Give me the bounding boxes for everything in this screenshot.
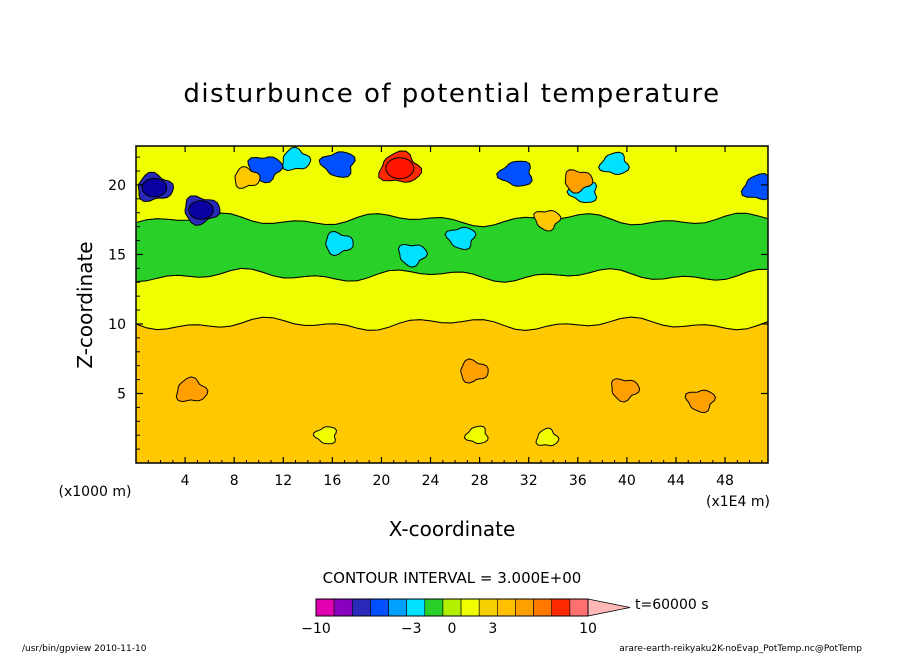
colorbar-swatch bbox=[478, 598, 498, 617]
contour-interval-label: CONTOUR INTERVAL = 3.000E+00 bbox=[323, 569, 582, 587]
x-unit-label: (x1E4 m) bbox=[706, 494, 770, 510]
x-tick-label: 12 bbox=[274, 473, 292, 489]
y-tick-label: 15 bbox=[108, 247, 126, 263]
x-tick-label: 28 bbox=[471, 473, 489, 489]
colorbar-swatch bbox=[370, 598, 389, 617]
anomaly-contour bbox=[610, 378, 641, 403]
colorbar-swatch bbox=[424, 598, 444, 617]
anomaly-contour bbox=[564, 169, 594, 194]
anomaly-contour bbox=[533, 209, 562, 232]
x-tick-label: 16 bbox=[323, 473, 341, 489]
colorbar-swatch bbox=[442, 598, 462, 617]
time-label: t=60000 s bbox=[635, 597, 709, 613]
anomaly-contour bbox=[318, 151, 356, 178]
y-tick-label: 10 bbox=[108, 317, 126, 333]
x-axis: 4 8 12 16 20 24 28 32 36 40 44 48 bbox=[147, 146, 763, 489]
colorbar-swatch bbox=[388, 598, 407, 617]
y-tick-label: 20 bbox=[108, 178, 126, 194]
colorbar-swatch bbox=[569, 598, 589, 617]
anomaly-contour bbox=[460, 358, 489, 384]
colorbar-tick-label: −3 bbox=[401, 621, 422, 637]
x-axis-label: X-coordinate bbox=[389, 517, 516, 541]
colorbar-tick-label: 0 bbox=[448, 621, 457, 637]
plot-area bbox=[136, 146, 768, 463]
colorbar-swatch bbox=[406, 598, 426, 617]
background-layers bbox=[136, 146, 768, 463]
y-axis-label: Z-coordinate bbox=[73, 241, 97, 368]
anomaly-contour bbox=[175, 376, 209, 403]
anomaly-contour bbox=[444, 226, 477, 251]
layer-band bbox=[136, 316, 768, 463]
colorbar-swatch bbox=[460, 598, 480, 617]
x-tick-label: 40 bbox=[618, 473, 636, 489]
anomaly-contour bbox=[397, 243, 428, 268]
x-tick-label: 4 bbox=[181, 473, 190, 489]
colorbar-tick-label: −10 bbox=[301, 621, 331, 637]
x-tick-label: 32 bbox=[520, 473, 538, 489]
anomaly-contour bbox=[684, 389, 717, 414]
colorbar bbox=[315, 598, 631, 617]
y-axis: 5 10 15 20 bbox=[108, 156, 768, 450]
colorbar-swatch bbox=[351, 598, 371, 617]
anomaly-contour bbox=[325, 230, 354, 257]
anomaly-contour bbox=[496, 160, 533, 187]
colorbar-tick-label: 10 bbox=[579, 621, 597, 637]
colorbar-swatch bbox=[515, 598, 534, 617]
anomaly-contour bbox=[535, 427, 560, 447]
anomaly-contour bbox=[282, 146, 312, 172]
x-tick-label: 48 bbox=[716, 473, 734, 489]
colorbar-ticks: −10 −3 0 3 10 bbox=[301, 621, 597, 637]
x-tick-label: 20 bbox=[373, 473, 391, 489]
anomaly-contour bbox=[234, 166, 261, 189]
x-tick-label: 24 bbox=[422, 473, 440, 489]
y-tick-label: 5 bbox=[117, 386, 126, 402]
colorbar-swatch bbox=[315, 598, 335, 617]
footer-right: arare-earth-reikyaku2K-noEvap_PotTemp.nc… bbox=[619, 644, 862, 654]
colorbar-frame bbox=[315, 598, 589, 617]
footer-left: /usr/bin/gpview 2010-11-10 bbox=[22, 644, 147, 654]
anomaly-contour bbox=[598, 151, 630, 176]
colorbar-tick-label: 3 bbox=[488, 621, 497, 637]
anomaly-inner-contour bbox=[188, 200, 214, 220]
colorbar-swatch bbox=[333, 598, 353, 617]
colorbar-swatch bbox=[551, 598, 571, 617]
anomaly-inner-contour bbox=[141, 177, 168, 198]
colorbar-extend-arrow bbox=[587, 598, 631, 617]
anomaly-inner-contour bbox=[385, 157, 415, 180]
x-tick-label: 36 bbox=[569, 473, 587, 489]
colorbar-swatch bbox=[497, 598, 516, 617]
anomaly-regions bbox=[137, 146, 768, 447]
colorbar-swatch bbox=[533, 598, 553, 617]
x-tick-label: 8 bbox=[230, 473, 239, 489]
chart-title: disturbunce of potential temperature bbox=[183, 79, 720, 109]
x-tick-label: 44 bbox=[667, 473, 685, 489]
plot-frame bbox=[135, 145, 769, 464]
anomaly-contour bbox=[463, 425, 489, 444]
y-unit-label: (x1000 m) bbox=[59, 484, 132, 500]
anomaly-contour bbox=[312, 426, 338, 445]
